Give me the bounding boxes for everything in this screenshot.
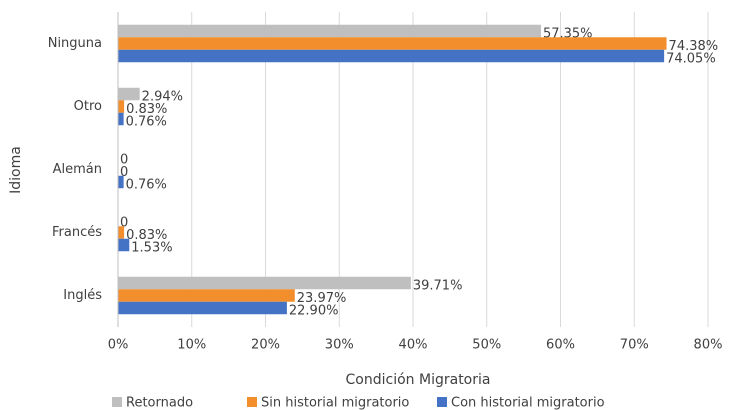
x-tick-label: 50% (472, 338, 501, 353)
bar (118, 100, 125, 113)
value-label: 0.76% (126, 115, 167, 130)
y-tick-label: Otro (74, 99, 102, 114)
y-tick-label: Francés (52, 225, 102, 240)
x-tick-label: 30% (325, 338, 354, 353)
bar (118, 238, 130, 252)
value-label: 39.71% (413, 279, 463, 294)
y-tick-label: Alemán (53, 162, 102, 177)
legend-label: Retornado (126, 396, 193, 410)
x-tick-label: 40% (399, 338, 428, 353)
legend-label: Sin historial migratorio (261, 396, 409, 410)
bar (118, 289, 295, 302)
value-label: 0 (120, 153, 128, 168)
value-label: 23.97% (297, 291, 347, 306)
bar (118, 175, 124, 189)
y-tick-label: Inglés (63, 288, 102, 303)
value-label: 0 (120, 216, 128, 231)
bar (118, 37, 667, 50)
value-label: 0.76% (126, 178, 167, 193)
x-tick-label: 70% (620, 338, 649, 353)
bar (118, 24, 541, 38)
legend-swatch (112, 397, 122, 407)
value-label: 22.90% (289, 304, 339, 319)
value-label: 0.83% (126, 102, 167, 117)
value-label: 74.38% (669, 39, 719, 54)
legend-swatch (437, 397, 447, 407)
value-label: 0.83% (126, 228, 167, 243)
legend-swatch (247, 397, 257, 407)
bar (118, 226, 125, 239)
x-tick-label: 20% (251, 338, 280, 353)
value-label: 0 (120, 165, 128, 180)
y-axis-title: Idioma (8, 146, 24, 194)
x-tick-label: 10% (177, 338, 206, 353)
x-tick-label: 0% (108, 338, 129, 353)
x-tick-label: 80% (694, 338, 723, 353)
bar (118, 301, 287, 315)
bar (118, 87, 140, 101)
value-label: 74.05% (666, 52, 716, 67)
x-tick-label: 60% (546, 338, 575, 353)
bar (118, 49, 665, 63)
value-label: 2.94% (142, 90, 183, 105)
legend-label: Con historial migratorio (451, 396, 605, 410)
x-axis-title: Condición Migratoria (346, 372, 491, 388)
bar (118, 276, 411, 290)
value-label: 1.53% (131, 241, 172, 256)
bar (118, 112, 124, 126)
y-tick-label: Ninguna (48, 36, 102, 51)
